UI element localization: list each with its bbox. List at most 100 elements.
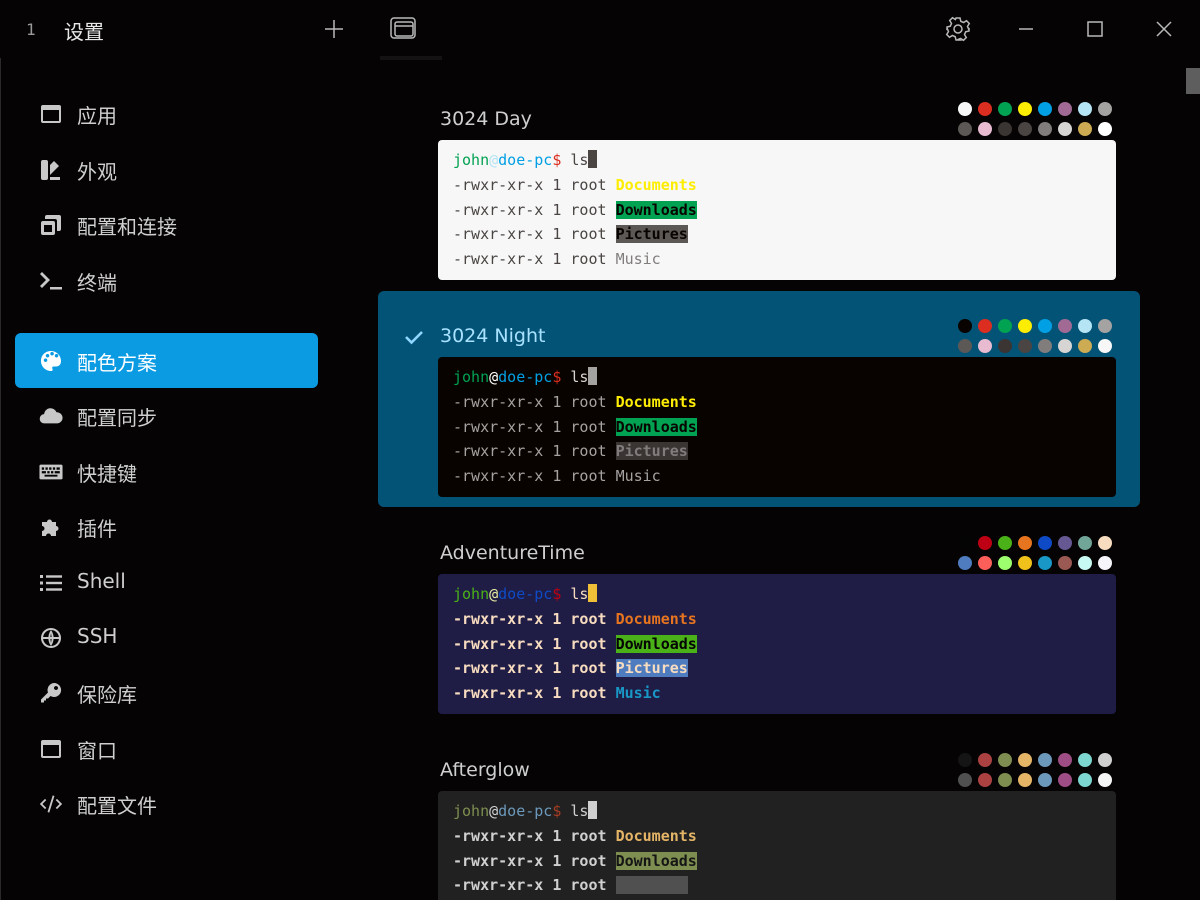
color-swatch [1098, 556, 1112, 570]
prompt-sign: $ [552, 151, 562, 169]
file-name: Downloads [615, 634, 697, 653]
color-swatch [998, 102, 1012, 116]
color-swatch [958, 319, 972, 333]
maximize-icon [1087, 21, 1103, 37]
sidebar-item-label: 配置和连接 [77, 215, 177, 239]
keyboard-icon [39, 461, 63, 483]
color-swatches [958, 319, 1112, 353]
prompt-at: @ [489, 151, 499, 169]
prompt-host: doe-pc [498, 802, 553, 820]
color-swatch [998, 753, 1012, 767]
file-permissions: -rwxr-xr-x 1 root [453, 826, 616, 845]
prompt-sign: $ [552, 585, 562, 603]
sidebar-item-label: 保险库 [77, 683, 137, 707]
listing-line: -rwxr-xr-x 1 root Documents [453, 607, 1101, 632]
sidebar-item-vault[interactable]: 保险库 [15, 665, 318, 720]
sidebar-item-hotkeys[interactable]: 快捷键 [15, 444, 318, 499]
sidebar-item-sync[interactable]: 配置同步 [15, 388, 318, 443]
color-swatch [1098, 102, 1112, 116]
file-name: Pictures [615, 659, 688, 678]
sidebar-item-shell[interactable]: Shell [15, 555, 318, 610]
copy-icon [39, 214, 63, 236]
sidebar-item-window[interactable]: 窗口 [15, 721, 318, 776]
sidebar-item-label: 插件 [77, 517, 117, 541]
color-swatch [1018, 753, 1032, 767]
color-swatch [1078, 319, 1092, 333]
checkmark-icon [404, 329, 424, 349]
settings-tab[interactable]: 1 设置 [0, 0, 300, 58]
color-scheme-card[interactable]: 3024 Night john@doe-pc$ ls -rwxr-xr-x 1 ro… [378, 291, 1140, 507]
file-permissions: -rwxr-xr-x 1 root [453, 634, 616, 653]
color-swatch [978, 556, 992, 570]
color-swatch [1098, 753, 1112, 767]
close-icon [1156, 21, 1172, 37]
sidebar-item-appearance[interactable]: 外观 [15, 142, 318, 197]
tab-list-button[interactable] [380, 6, 426, 52]
file-permissions: -rwxr-xr-x 1 root [453, 175, 616, 194]
color-swatch [1058, 102, 1072, 116]
prompt-host: doe-pc [498, 368, 553, 386]
color-swatch [958, 556, 972, 570]
settings-button[interactable] [935, 6, 981, 52]
new-tab-button[interactable] [311, 6, 357, 52]
sidebar-item-profiles[interactable]: 配置和连接 [15, 197, 318, 252]
color-swatch [978, 102, 992, 116]
minimize-icon [1019, 28, 1033, 30]
file-permissions: -rwxr-xr-x 1 root [453, 250, 616, 269]
sidebar-item-application[interactable]: 应用 [15, 86, 318, 141]
color-swatch [1038, 556, 1052, 570]
color-scheme-card[interactable]: Afterglow john@doe-pc$ ls -rwxr-xr-x 1 roo… [378, 725, 1140, 900]
close-button[interactable] [1141, 6, 1187, 52]
sidebar-item-color-scheme[interactable]: 配色方案 [15, 333, 318, 388]
scrollbar-thumb[interactable] [1186, 68, 1200, 94]
sidebar-item-config-file[interactable]: 配置文件 [15, 776, 318, 831]
color-scheme-card[interactable]: AdventureTime john@doe-pc$ ls -rwxr-xr-x 1… [378, 508, 1140, 724]
color-swatch [1038, 319, 1052, 333]
prompt-line: john@doe-pc$ ls [453, 799, 1101, 824]
color-swatch [998, 536, 1012, 550]
sidebar-item-label: 终端 [77, 271, 117, 295]
listing-line: -rwxr-xr-x 1 root Downloads [453, 198, 1101, 223]
color-swatch [1018, 319, 1032, 333]
file-name: Documents [615, 826, 697, 845]
color-swatches [958, 753, 1112, 787]
globe-icon [39, 627, 63, 649]
color-swatch [998, 556, 1012, 570]
file-name: Music [615, 467, 661, 486]
prompt-at: @ [489, 368, 499, 386]
puzzle-icon [39, 516, 63, 538]
sidebar-item-ssh[interactable]: SSH [15, 610, 318, 665]
code-icon [39, 793, 63, 815]
color-scheme-name: AdventureTime [440, 542, 585, 564]
color-scheme-name: Afterglow [440, 759, 530, 781]
file-name: Documents [615, 175, 697, 194]
maximize-button[interactable] [1072, 6, 1118, 52]
listing-line: -rwxr-xr-x 1 root Downloads [453, 415, 1101, 440]
file-permissions: -rwxr-xr-x 1 root [453, 659, 616, 678]
file-name: Documents [615, 392, 697, 411]
listing-line: -rwxr-xr-x 1 root Music [453, 681, 1101, 706]
file-permissions: -rwxr-xr-x 1 root [453, 876, 616, 895]
color-swatch [1038, 753, 1052, 767]
color-swatch [1078, 753, 1092, 767]
color-swatch [1078, 556, 1092, 570]
sidebar-item-plugins[interactable]: 插件 [15, 499, 318, 554]
tab-index: 1 [26, 20, 36, 39]
color-scheme-card[interactable]: 3024 Day john@doe-pc$ ls -rwxr-xr-x 1 root… [378, 74, 1140, 290]
sidebar-item-label: 配置文件 [77, 794, 157, 818]
color-swatch [1058, 773, 1072, 787]
color-swatch [958, 102, 972, 116]
sidebar-item-label: 外观 [77, 160, 117, 184]
listing-line: -rwxr-xr-x 1 root Music [453, 247, 1101, 272]
prompt-line: john@doe-pc$ ls [453, 365, 1101, 390]
color-swatch [958, 536, 972, 550]
color-swatch [1098, 536, 1112, 550]
tab-title: 设置 [64, 20, 104, 44]
listing-line: -rwxr-xr-x 1 root Pictures [453, 656, 1101, 681]
listing-line: -rwxr-xr-x 1 root Documents [453, 173, 1101, 198]
prompt-user: john [453, 368, 490, 386]
color-swatch [1098, 773, 1112, 787]
minimize-button[interactable] [1003, 6, 1049, 52]
sidebar-item-terminal[interactable]: 终端 [15, 253, 318, 308]
file-name: Downloads [615, 417, 697, 436]
